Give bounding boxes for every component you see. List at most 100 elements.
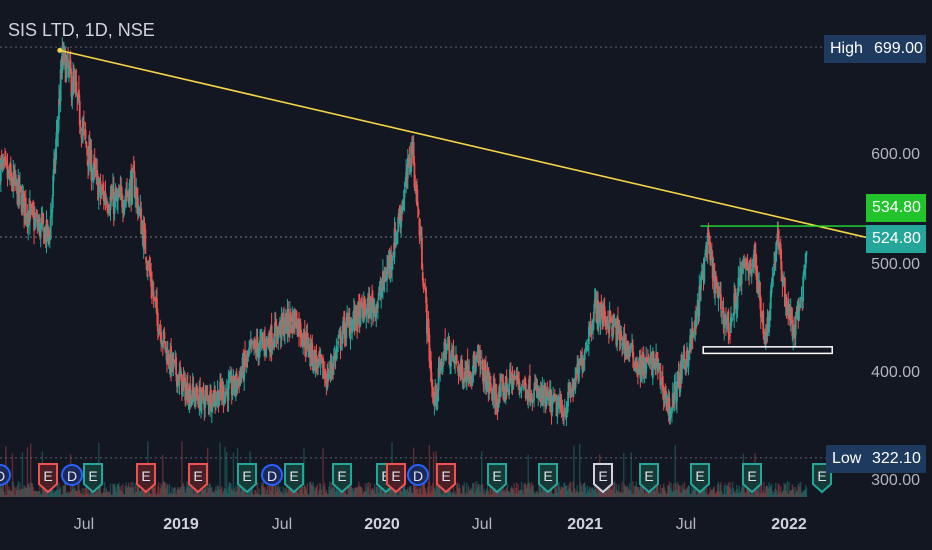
- candle-body: [19, 186, 22, 190]
- volume-bar: [721, 491, 723, 497]
- volume-bar: [642, 487, 645, 497]
- volume-bar: [736, 484, 738, 497]
- volume-bar: [703, 488, 706, 497]
- volume-bar: [375, 487, 377, 497]
- volume-bar: [788, 482, 790, 497]
- volume-bar: [543, 482, 545, 497]
- badge-letter: E: [289, 468, 298, 484]
- candle-body: [448, 339, 451, 365]
- candle-body: [657, 362, 660, 370]
- volume-bar: [332, 486, 334, 497]
- earnings-badge[interactable]: E: [136, 463, 156, 494]
- volume-bar: [574, 488, 576, 497]
- candle-body: [715, 277, 717, 280]
- badge-letter: D: [67, 468, 77, 484]
- volume-bar: [225, 489, 227, 497]
- candle-body: [195, 389, 198, 396]
- candle-body: [763, 332, 766, 334]
- volume-bar: [9, 490, 11, 497]
- volume-bar: [275, 491, 278, 497]
- candle-body: [537, 391, 540, 399]
- volume-bar: [71, 485, 73, 497]
- candle-body: [736, 291, 739, 310]
- candle-body: [733, 293, 736, 316]
- earnings-icon: [284, 463, 304, 494]
- event-badges[interactable]: DEDEEEEDEEEEDEEEEEEEE: [0, 463, 832, 494]
- volume-bar: [733, 492, 735, 497]
- volume-bar: [136, 484, 138, 497]
- earnings-badge[interactable]: E: [284, 463, 304, 494]
- candle-body: [339, 330, 342, 349]
- symbol-title[interactable]: SIS LTD, 1D, NSE: [8, 20, 155, 40]
- volume-bar: [411, 492, 413, 497]
- volume-bar: [554, 481, 556, 497]
- candle-body: [305, 333, 308, 350]
- volume-bar: [542, 483, 544, 497]
- volume-bar: [50, 486, 53, 497]
- dividend-badge[interactable]: D: [0, 464, 11, 486]
- candle-body: [249, 346, 251, 350]
- candle-body: [734, 295, 737, 310]
- drawing-tools[interactable]: [57, 47, 867, 355]
- dividend-badge[interactable]: D: [61, 464, 83, 486]
- earnings-badge[interactable]: E: [742, 463, 762, 494]
- volume-bar: [260, 494, 262, 497]
- volume-bar: [8, 486, 10, 497]
- candle-body: [164, 341, 167, 351]
- dividend-badge[interactable]: D: [261, 464, 283, 486]
- volume-bar: [381, 487, 383, 497]
- volume-bar: [515, 482, 518, 497]
- volume-bar: [1, 483, 4, 497]
- volume-bar: [238, 484, 240, 497]
- candle-body: [586, 346, 589, 350]
- candle-body: [718, 289, 721, 291]
- badge-letter: E: [644, 468, 653, 484]
- candle-body: [660, 382, 663, 385]
- volume-bar: [432, 451, 435, 497]
- earnings-badge[interactable]: E: [593, 463, 613, 494]
- candle-body: [508, 384, 511, 395]
- volume-bar: [601, 493, 603, 497]
- volume-bar: [192, 494, 195, 497]
- earnings-badge[interactable]: E: [639, 463, 659, 494]
- volume-bar: [725, 494, 727, 497]
- volume-bar: [66, 493, 68, 497]
- volume-bar: [413, 482, 416, 497]
- badge-letter: E: [391, 468, 400, 484]
- volume-bar: [717, 481, 720, 497]
- earnings-badge[interactable]: E: [690, 463, 710, 494]
- candle-body: [762, 310, 765, 334]
- earnings-badge[interactable]: E: [386, 463, 406, 494]
- volume-bar: [647, 491, 649, 497]
- candle-body: [565, 411, 568, 417]
- volume-bar: [620, 492, 622, 497]
- volume-bar: [592, 488, 594, 497]
- volume-bar: [301, 482, 304, 497]
- earnings-badge[interactable]: E: [83, 463, 103, 494]
- volume-bar: [87, 486, 89, 497]
- volume-bar: [389, 487, 392, 497]
- earnings-badge[interactable]: E: [538, 463, 558, 494]
- volume-bar: [782, 490, 784, 497]
- volume-bar: [512, 489, 514, 497]
- volume-bar: [687, 486, 689, 497]
- earnings-badge[interactable]: E: [38, 463, 58, 494]
- volume-bar: [628, 483, 631, 497]
- volume-bar: [44, 490, 46, 497]
- candle-body: [612, 315, 615, 326]
- earnings-badge[interactable]: E: [237, 463, 257, 494]
- volume-bar: [181, 441, 183, 497]
- volume-bar: [501, 491, 504, 497]
- volume-bar: [229, 483, 231, 497]
- candle-body: [557, 403, 560, 407]
- volume-bar: [37, 491, 39, 497]
- earnings-badge[interactable]: E: [332, 463, 352, 494]
- volume-bar: [505, 491, 507, 497]
- earnings-badge[interactable]: E: [436, 463, 456, 494]
- dividend-badge[interactable]: D: [407, 464, 429, 486]
- volume-bar: [305, 490, 308, 497]
- earnings-badge[interactable]: E: [487, 463, 507, 494]
- candle-body: [794, 315, 797, 336]
- earnings-badge[interactable]: E: [188, 463, 208, 494]
